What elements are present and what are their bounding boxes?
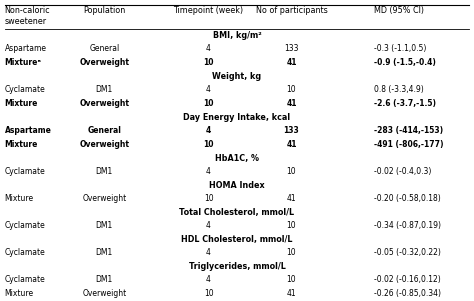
- Text: 10: 10: [204, 194, 213, 203]
- Text: HOMA Index: HOMA Index: [209, 181, 265, 190]
- Text: 4: 4: [206, 126, 211, 135]
- Text: DM1: DM1: [96, 167, 113, 176]
- Text: Mixture: Mixture: [5, 289, 34, 298]
- Text: Day Energy Intake, kcal: Day Energy Intake, kcal: [183, 113, 291, 122]
- Text: 41: 41: [286, 140, 297, 149]
- Text: Cyclamate: Cyclamate: [5, 167, 46, 176]
- Text: 41: 41: [287, 289, 296, 298]
- Text: Aspartame: Aspartame: [5, 44, 47, 53]
- Text: Cyclamate: Cyclamate: [5, 221, 46, 230]
- Text: Mixture: Mixture: [5, 194, 34, 203]
- Text: DM1: DM1: [96, 275, 113, 284]
- Text: Cyclamate: Cyclamate: [5, 275, 46, 284]
- Text: General: General: [89, 44, 119, 53]
- Text: 10: 10: [287, 85, 296, 94]
- Text: 4: 4: [206, 221, 211, 230]
- Text: 41: 41: [286, 99, 297, 108]
- Text: Triglycerides, mmol/L: Triglycerides, mmol/L: [189, 262, 285, 271]
- Text: Overweight: Overweight: [82, 194, 127, 203]
- Text: -0.02 (-0.16,0.12): -0.02 (-0.16,0.12): [374, 275, 441, 284]
- Text: Cyclamate: Cyclamate: [5, 85, 46, 94]
- Text: 133: 133: [284, 44, 299, 53]
- Text: Weight, kg: Weight, kg: [212, 72, 262, 81]
- Text: -2.6 (-3.7,-1.5): -2.6 (-3.7,-1.5): [374, 99, 437, 108]
- Text: Aspartame: Aspartame: [5, 126, 52, 135]
- Text: Mixture: Mixture: [5, 140, 38, 149]
- Text: -283 (-414,-153): -283 (-414,-153): [374, 126, 444, 135]
- Text: -0.20 (-0.58,0.18): -0.20 (-0.58,0.18): [374, 194, 441, 203]
- Text: Non-caloric
sweetener: Non-caloric sweetener: [5, 6, 50, 26]
- Text: 41: 41: [286, 58, 297, 67]
- Text: Mixtureᵃ: Mixtureᵃ: [5, 58, 42, 67]
- Text: 4: 4: [206, 85, 211, 94]
- Text: -0.26 (-0.85,0.34): -0.26 (-0.85,0.34): [374, 289, 441, 298]
- Text: Total Cholesterol, mmol/L: Total Cholesterol, mmol/L: [180, 208, 294, 217]
- Text: 41: 41: [287, 194, 296, 203]
- Text: Overweight: Overweight: [82, 289, 127, 298]
- Text: 10: 10: [203, 140, 214, 149]
- Text: HbA1C, %: HbA1C, %: [215, 154, 259, 163]
- Text: MD (95% CI): MD (95% CI): [374, 6, 424, 15]
- Text: DM1: DM1: [96, 248, 113, 257]
- Text: -0.34 (-0.87,0.19): -0.34 (-0.87,0.19): [374, 221, 441, 230]
- Text: No of participants: No of participants: [255, 6, 328, 15]
- Text: Overweight: Overweight: [79, 58, 129, 67]
- Text: 4: 4: [206, 275, 211, 284]
- Text: -0.02 (-0.4,0.3): -0.02 (-0.4,0.3): [374, 167, 432, 176]
- Text: Mixture: Mixture: [5, 99, 38, 108]
- Text: 0.8 (-3.3,4.9): 0.8 (-3.3,4.9): [374, 85, 424, 94]
- Text: -0.05 (-0.32,0.22): -0.05 (-0.32,0.22): [374, 248, 441, 257]
- Text: 133: 133: [283, 126, 300, 135]
- Text: Cyclamate: Cyclamate: [5, 248, 46, 257]
- Text: 10: 10: [203, 99, 214, 108]
- Text: 10: 10: [204, 289, 213, 298]
- Text: BMI, kg/m²: BMI, kg/m²: [213, 31, 261, 40]
- Text: 4: 4: [206, 167, 211, 176]
- Text: 4: 4: [206, 44, 211, 53]
- Text: Population: Population: [83, 6, 126, 15]
- Text: DM1: DM1: [96, 221, 113, 230]
- Text: -0.9 (-1.5,-0.4): -0.9 (-1.5,-0.4): [374, 58, 437, 67]
- Text: 10: 10: [287, 275, 296, 284]
- Text: 10: 10: [287, 221, 296, 230]
- Text: 10: 10: [287, 248, 296, 257]
- Text: 10: 10: [203, 58, 214, 67]
- Text: DM1: DM1: [96, 85, 113, 94]
- Text: 10: 10: [287, 167, 296, 176]
- Text: HDL Cholesterol, mmol/L: HDL Cholesterol, mmol/L: [181, 235, 293, 244]
- Text: 4: 4: [206, 248, 211, 257]
- Text: -0.3 (-1.1,0.5): -0.3 (-1.1,0.5): [374, 44, 427, 53]
- Text: Timepoint (week): Timepoint (week): [173, 6, 244, 15]
- Text: General: General: [87, 126, 121, 135]
- Text: Overweight: Overweight: [79, 140, 129, 149]
- Text: Overweight: Overweight: [79, 99, 129, 108]
- Text: -491 (-806,-177): -491 (-806,-177): [374, 140, 444, 149]
